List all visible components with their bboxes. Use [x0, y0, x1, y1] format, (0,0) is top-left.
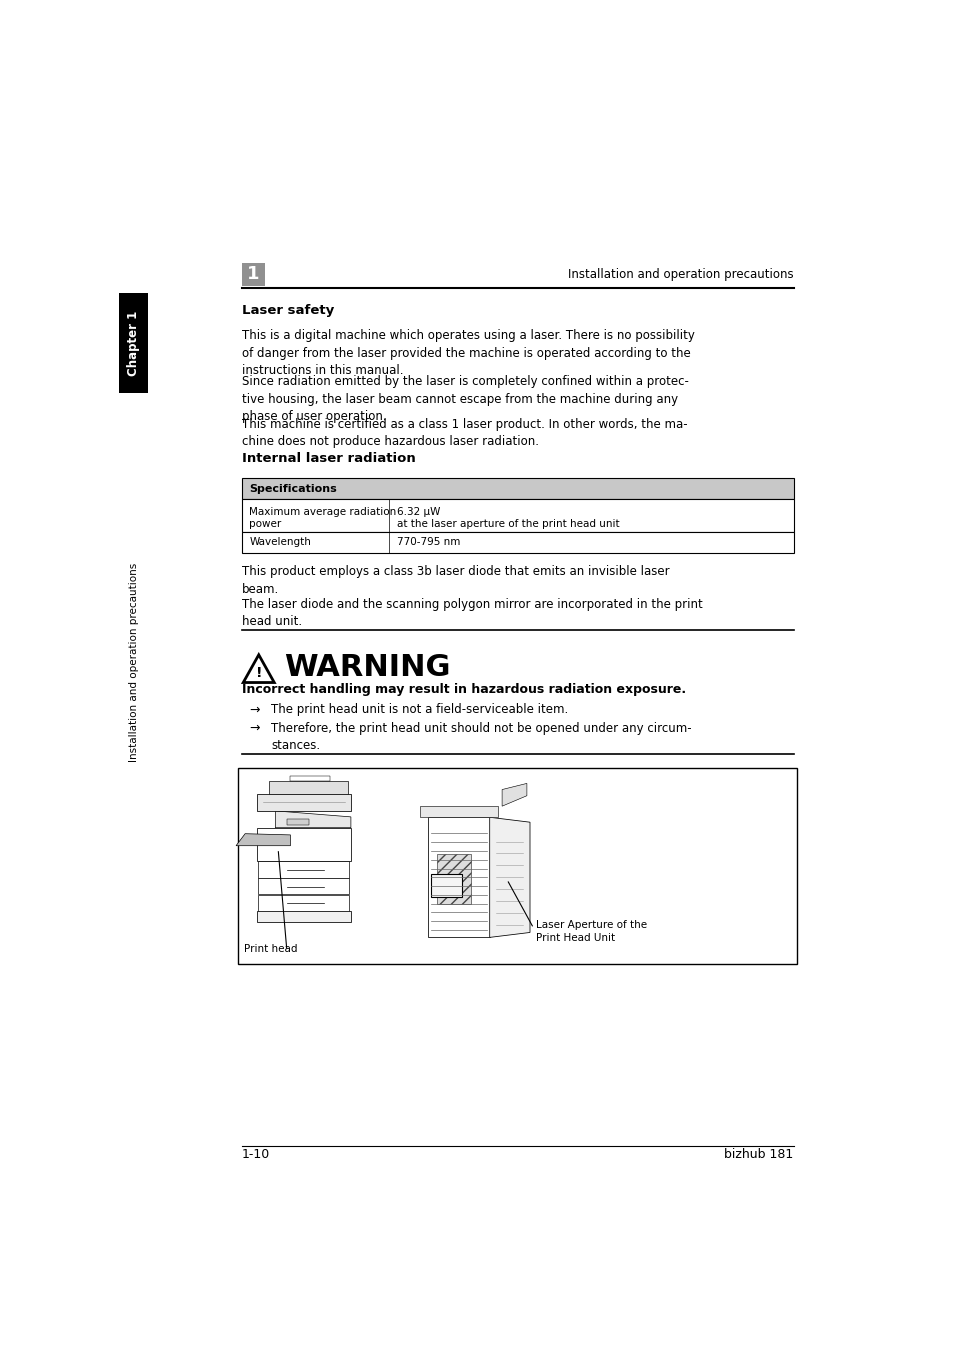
Text: Since radiation emitted by the laser is completely confined within a protec-
tiv: Since radiation emitted by the laser is …	[241, 375, 688, 424]
Text: at the laser aperture of the print head unit: at the laser aperture of the print head …	[396, 520, 618, 529]
Text: Therefore, the print head unit should not be opened under any circum-
stances.: Therefore, the print head unit should no…	[271, 722, 691, 752]
Bar	[257, 828, 351, 861]
Bar	[436, 855, 471, 903]
Text: The print head unit is not a field-serviceable item.: The print head unit is not a field-servi…	[271, 703, 568, 717]
Text: This machine is certified as a class 1 laser product. In other words, the ma-
ch: This machine is certified as a class 1 l…	[241, 417, 686, 448]
Bar	[119, 293, 148, 393]
Bar	[431, 873, 461, 898]
Text: 1: 1	[247, 266, 259, 283]
Bar	[269, 780, 348, 794]
Text: Installation and operation precautions: Installation and operation precautions	[129, 563, 139, 763]
Bar	[290, 776, 330, 780]
Bar	[257, 911, 351, 922]
Bar	[427, 817, 489, 937]
Bar	[257, 794, 351, 811]
Text: 6.32 μW: 6.32 μW	[396, 508, 439, 517]
Text: WARNING: WARNING	[284, 653, 451, 682]
Text: Installation and operation precautions: Installation and operation precautions	[567, 267, 793, 281]
Text: !: !	[255, 666, 262, 680]
Text: 770-795 nm: 770-795 nm	[396, 537, 459, 547]
Text: Incorrect handling may result in hazardous radiation exposure.: Incorrect handling may result in hazardo…	[241, 683, 685, 695]
Bar	[258, 895, 349, 911]
Bar	[287, 818, 308, 825]
Text: Laser safety: Laser safety	[241, 305, 334, 317]
Text: The laser diode and the scanning polygon mirror are incorporated in the print
he: The laser diode and the scanning polygon…	[241, 598, 701, 628]
Polygon shape	[501, 783, 526, 806]
Text: Chapter 1: Chapter 1	[127, 310, 140, 375]
Bar	[258, 861, 349, 878]
Text: This product employs a class 3b laser diode that emits an invisible laser
beam.: This product employs a class 3b laser di…	[241, 566, 669, 595]
Text: Specifications: Specifications	[249, 483, 336, 494]
Bar	[237, 768, 797, 964]
Bar	[420, 806, 497, 817]
Bar	[241, 263, 265, 286]
Bar	[258, 878, 349, 894]
Bar	[241, 532, 793, 553]
Text: This is a digital machine which operates using a laser. There is no possibility
: This is a digital machine which operates…	[241, 329, 694, 377]
Text: Internal laser radiation: Internal laser radiation	[241, 451, 415, 464]
Polygon shape	[275, 811, 351, 828]
Text: bizhub 181: bizhub 181	[723, 1149, 793, 1161]
Text: 1-10: 1-10	[241, 1149, 270, 1161]
Polygon shape	[489, 817, 530, 937]
Text: Print head: Print head	[244, 945, 297, 954]
Text: Maximum average radiation: Maximum average radiation	[249, 508, 396, 517]
Text: Wavelength: Wavelength	[249, 537, 311, 547]
Text: power: power	[249, 520, 281, 529]
Polygon shape	[235, 834, 290, 845]
Bar	[241, 500, 793, 532]
Text: Laser Aperture of the
Print Head Unit: Laser Aperture of the Print Head Unit	[536, 921, 647, 942]
Text: →: →	[249, 703, 259, 717]
Text: →: →	[249, 722, 259, 734]
Bar	[241, 478, 793, 500]
